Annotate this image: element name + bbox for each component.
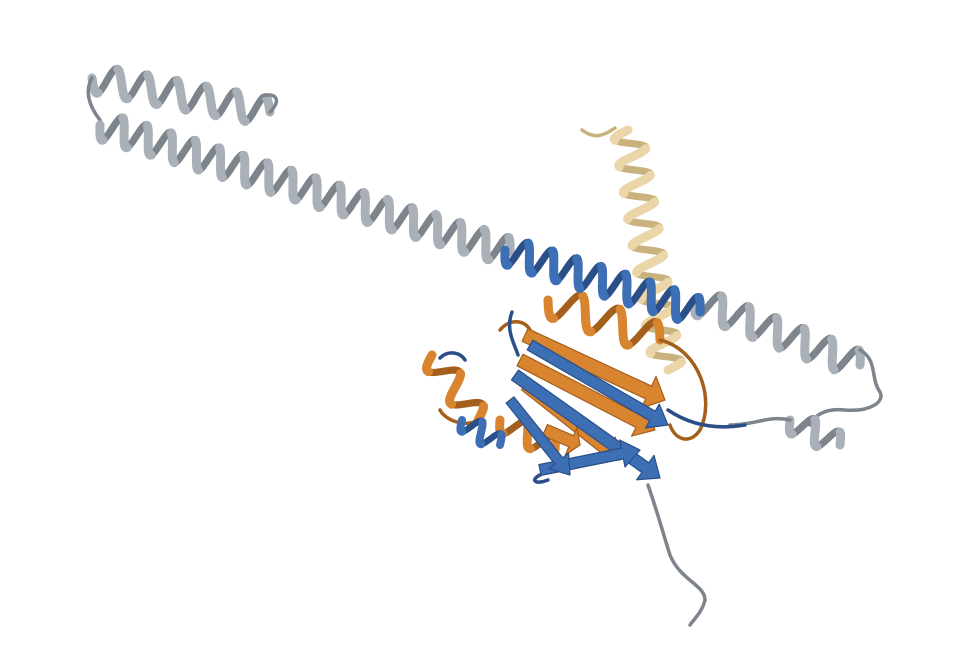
blue-helix-long: [500, 238, 705, 324]
blue-strand-2: [526, 339, 669, 429]
blue-strand-4: [505, 396, 571, 476]
blue-helix-small-front: [456, 416, 506, 449]
grey-helix-long-back: [99, 113, 513, 264]
blue-helix-small: [456, 416, 506, 449]
grey-chain: [86, 64, 883, 627]
tan-tail: [580, 126, 617, 138]
tan-helix-front: [609, 125, 686, 375]
grey-helix-long-front: [95, 113, 515, 265]
blue-loop-top: [507, 310, 520, 357]
grey-loop-right: [808, 348, 883, 427]
grey-tail: [646, 483, 707, 627]
blue-loop-left: [438, 351, 467, 362]
grey-link: [728, 416, 792, 427]
blue-loop-bottom: [532, 473, 550, 484]
orange-strand-4: [542, 423, 581, 456]
grey-helix-top: [87, 64, 275, 126]
grey-helix-long: [95, 113, 515, 265]
orange-helix-top-front: [543, 291, 665, 350]
tan-helix: [609, 125, 686, 375]
grey-loop-left: [86, 76, 102, 122]
orange-helix-left: [422, 350, 488, 425]
orange-domain: [422, 291, 708, 462]
grey-helix-small: [784, 414, 846, 451]
grey-helix-top-front: [87, 64, 275, 126]
blue-link-right: [666, 408, 747, 429]
grey-helix-right: [690, 291, 865, 375]
blue-chain: [438, 238, 747, 484]
grey-loop-top-right: [260, 93, 279, 114]
grey-helix-right-front: [690, 291, 865, 375]
tan-chain: [580, 125, 686, 375]
orange-loop-top: [498, 320, 532, 332]
orange-strand-1: [521, 328, 666, 409]
orange-helix-left-front: [422, 350, 488, 425]
orange-helix-top: [543, 291, 665, 350]
blue-helix-long-front: [500, 238, 705, 324]
orange-loop-right: [658, 338, 708, 441]
